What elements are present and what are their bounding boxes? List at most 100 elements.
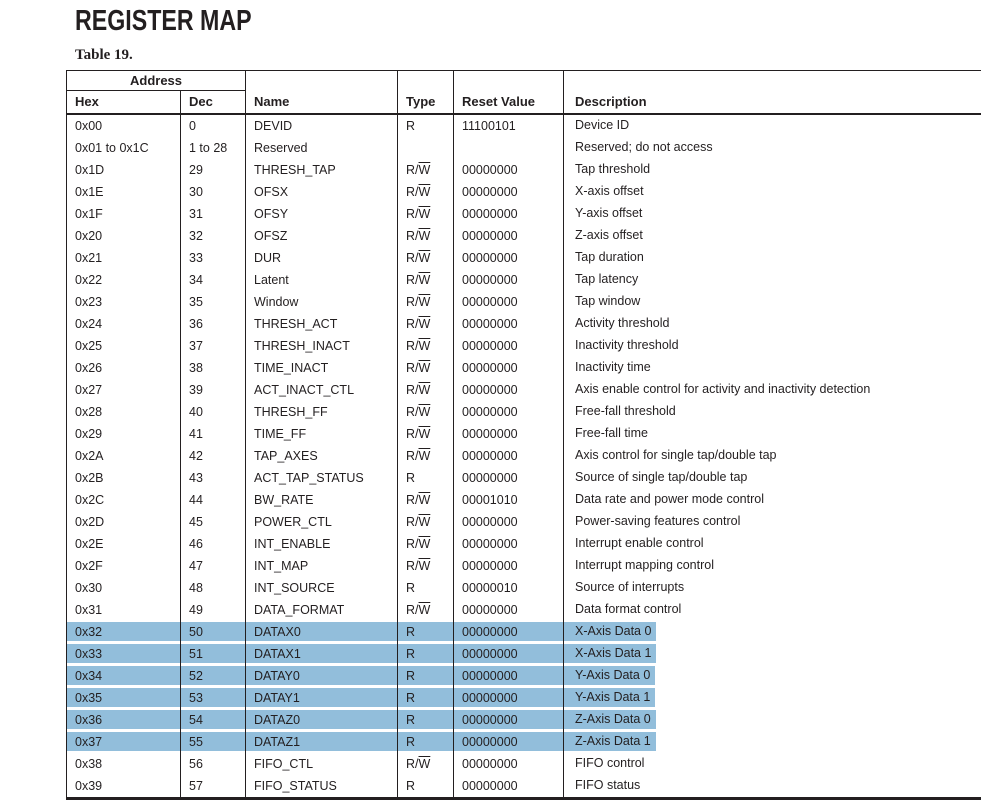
table-row: 0x2F 47 INT_MAP R/W 00000000 Interrupt mappin… — [66, 554, 981, 577]
cell-name: TIME_INACT — [245, 356, 398, 379]
cell-reset-value: 00000000 — [453, 598, 564, 621]
cell-hex: 0x2C — [66, 488, 181, 511]
w-overline: W — [418, 338, 431, 353]
cell-dec: 49 — [180, 598, 246, 621]
w-overline: W — [418, 184, 431, 199]
cell-type: R — [397, 113, 454, 137]
cell-hex: 0x21 — [66, 246, 181, 269]
cell-description: Inactivity threshold — [564, 335, 981, 357]
cell-reset-value: 00000000 — [453, 664, 564, 687]
w-overline: W — [418, 558, 431, 573]
cell-type: R/W — [397, 532, 454, 555]
cell-type: R/W — [397, 752, 454, 775]
header-dec: Dec — [180, 90, 246, 114]
cell-description: Source of single tap/double tap — [564, 467, 981, 489]
cell-hex: 0x32 — [66, 620, 181, 643]
cell-dec: 46 — [180, 532, 246, 555]
description-text: Axis enable control for activity and ina… — [575, 382, 871, 396]
cell-description: Y-Axis Data 0 — [564, 665, 981, 687]
cell-dec: 48 — [180, 576, 246, 599]
description-text: Z-Axis Data 0 — [564, 710, 656, 729]
cell-name: THRESH_ACT — [245, 312, 398, 335]
cell-hex: 0x23 — [66, 290, 181, 313]
cell-hex: 0x33 — [66, 642, 181, 665]
cell-dec: 40 — [180, 400, 246, 423]
cell-description: X-axis offset — [564, 181, 981, 203]
cell-type: R/W — [397, 334, 454, 357]
cell-reset-value: 00000000 — [453, 202, 564, 225]
cell-dec: 54 — [180, 708, 246, 731]
cell-name: BW_RATE — [245, 488, 398, 511]
description-text: Power-saving features control — [575, 514, 741, 528]
cell-name: DATAY1 — [245, 686, 398, 709]
cell-name: FIFO_STATUS — [245, 774, 398, 798]
cell-dec: 34 — [180, 268, 246, 291]
cell-description: Y-Axis Data 1 — [564, 687, 981, 709]
cell-hex: 0x2F — [66, 554, 181, 577]
table-header: Address Name Type Reset Value Descriptio… — [66, 70, 981, 114]
table-row: 0x2A 42 TAP_AXES R/W 00000000 Axis control fo… — [66, 444, 981, 467]
cell-dec: 30 — [180, 180, 246, 203]
cell-hex: 0x28 — [66, 400, 181, 423]
w-overline: W — [418, 492, 431, 507]
w-overline: W — [418, 404, 431, 419]
cell-description: Axis control for single tap/double tap — [564, 445, 981, 467]
description-text: Reserved; do not access — [575, 140, 713, 154]
w-overline: W — [418, 316, 431, 331]
table-row: 0x34 52 DATAY0 R 00000000 Y-Axis Data 0 — [66, 664, 981, 687]
description-text: Z-axis offset — [575, 228, 643, 242]
table-row: 0x20 32 OFSZ R/W 00000000 Z-axis offset — [66, 224, 981, 247]
table-row: 0x00 0 DEVID R 11100101 Device ID — [66, 113, 981, 137]
cell-type: R/W — [397, 554, 454, 577]
cell-dec: 44 — [180, 488, 246, 511]
cell-type: R — [397, 686, 454, 709]
cell-type: R/W — [397, 224, 454, 247]
cell-hex: 0x2A — [66, 444, 181, 467]
table-row: 0x25 37 THRESH_INACT R/W 00000000 Inactivity … — [66, 334, 981, 357]
cell-dec: 51 — [180, 642, 246, 665]
cell-hex: 0x34 — [66, 664, 181, 687]
cell-description: Z-axis offset — [564, 225, 981, 247]
cell-hex: 0x36 — [66, 708, 181, 731]
cell-reset-value: 00000000 — [453, 642, 564, 665]
cell-description: Interrupt mapping control — [564, 555, 981, 577]
cell-description: X-Axis Data 1 — [564, 643, 981, 665]
cell-name: DATAZ1 — [245, 730, 398, 753]
cell-type: R/W — [397, 180, 454, 203]
cell-hex: 0x1D — [66, 158, 181, 181]
cell-type: R/W — [397, 510, 454, 533]
cell-reset-value: 00000000 — [453, 554, 564, 577]
cell-dec: 31 — [180, 202, 246, 225]
table-row: 0x38 56 FIFO_CTL R/W 00000000 FIFO control — [66, 752, 981, 775]
cell-reset-value: 00000000 — [453, 730, 564, 753]
cell-type: R — [397, 730, 454, 753]
w-overline: W — [418, 228, 431, 243]
cell-hex: 0x35 — [66, 686, 181, 709]
cell-name: Latent — [245, 268, 398, 291]
cell-hex: 0x37 — [66, 730, 181, 753]
cell-reset-value: 00000000 — [453, 268, 564, 291]
register-map-table: Address Name Type Reset Value Descriptio… — [66, 70, 981, 800]
cell-hex: 0x38 — [66, 752, 181, 775]
cell-dec: 43 — [180, 466, 246, 489]
table-row: 0x24 36 THRESH_ACT R/W 00000000 Activity thre… — [66, 312, 981, 335]
cell-reset-value: 00000000 — [453, 532, 564, 555]
cell-type: R/W — [397, 202, 454, 225]
cell-type: R/W — [397, 290, 454, 313]
description-text: Tap threshold — [575, 162, 651, 176]
cell-dec: 39 — [180, 378, 246, 401]
cell-description: Data format control — [564, 599, 981, 621]
cell-name: FIFO_CTL — [245, 752, 398, 775]
cell-reset-value: 00000000 — [453, 356, 564, 379]
header-reset-value: Reset Value — [453, 70, 564, 114]
table-row: 0x33 51 DATAX1 R 00000000 X-Axis Data 1 — [66, 642, 981, 665]
description-text: Data rate and power mode control — [575, 492, 764, 506]
cell-reset-value: 00000000 — [453, 752, 564, 775]
cell-reset-value: 00000000 — [453, 444, 564, 467]
cell-reset-value: 00000000 — [453, 620, 564, 643]
cell-name: OFSX — [245, 180, 398, 203]
cell-hex: 0x31 — [66, 598, 181, 621]
table-row: 0x35 53 DATAY1 R 00000000 Y-Axis Data 1 — [66, 686, 981, 709]
cell-name: DATAZ0 — [245, 708, 398, 731]
cell-hex: 0x25 — [66, 334, 181, 357]
